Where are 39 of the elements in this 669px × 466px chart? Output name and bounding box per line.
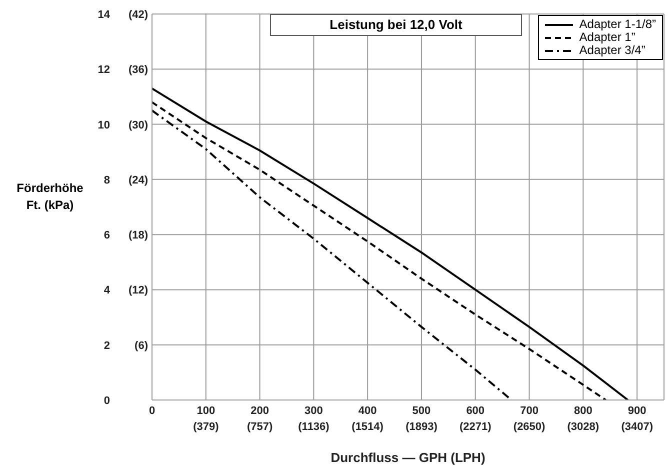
x-tick-label: 800 <box>574 404 592 417</box>
x2-tick-label: (1514) <box>352 421 384 433</box>
y2-tick-label: (30) <box>128 119 148 132</box>
y-tick-label: 10 <box>98 119 110 132</box>
y-tick-label: 2 <box>104 340 110 352</box>
x-tick-label: 400 <box>358 404 377 417</box>
x2-tick-label: (379) <box>193 421 220 433</box>
y-tick-label: 0 <box>104 395 110 407</box>
legend-label: Adapter 3/4” <box>579 43 646 57</box>
x-tick-label: 900 <box>628 404 646 417</box>
y2-tick-label: (6) <box>134 340 148 352</box>
y-axis-title: Förderhöhe Ft. (kPa) <box>16 180 84 214</box>
x-tick-label: 700 <box>520 404 538 417</box>
x-tick-label: 500 <box>412 404 431 417</box>
x2-tick-label: (3028) <box>567 421 600 433</box>
x2-tick-label: (2650) <box>513 421 546 433</box>
y-tick-label: 4 <box>104 284 111 297</box>
x2-tick-label: (1893) <box>406 421 438 433</box>
x-tick-label: 300 <box>304 404 323 417</box>
y2-tick-label: (24) <box>128 174 148 186</box>
y-tick-label: 6 <box>104 230 110 242</box>
x2-tick-label: (2271) <box>459 421 492 433</box>
y-tick-label: 12 <box>98 64 110 76</box>
y2-tick-label: (12) <box>128 284 148 297</box>
x-tick-label: 100 <box>196 404 216 417</box>
y2-tick-label: (18) <box>128 230 148 242</box>
x-axis-title: Durchfluss — GPH (LPH) <box>330 450 486 465</box>
y2-tick-label: (42) <box>128 9 148 21</box>
x2-tick-label: (757) <box>246 421 273 433</box>
y2-tick-label: (36) <box>128 64 148 76</box>
x-tick-label: 200 <box>250 404 269 417</box>
legend-label: Adapter 1” <box>579 30 636 44</box>
x-tick-label: 0 <box>148 404 156 417</box>
y-tick-label: 14 <box>98 9 111 21</box>
x-tick-label: 600 <box>466 404 485 417</box>
x2-tick-label: (1136) <box>298 421 330 433</box>
y-tick-label: 8 <box>104 174 110 186</box>
legend-label: Adapter 1-1/8” <box>579 17 656 31</box>
x2-tick-label: (3407) <box>621 421 654 433</box>
